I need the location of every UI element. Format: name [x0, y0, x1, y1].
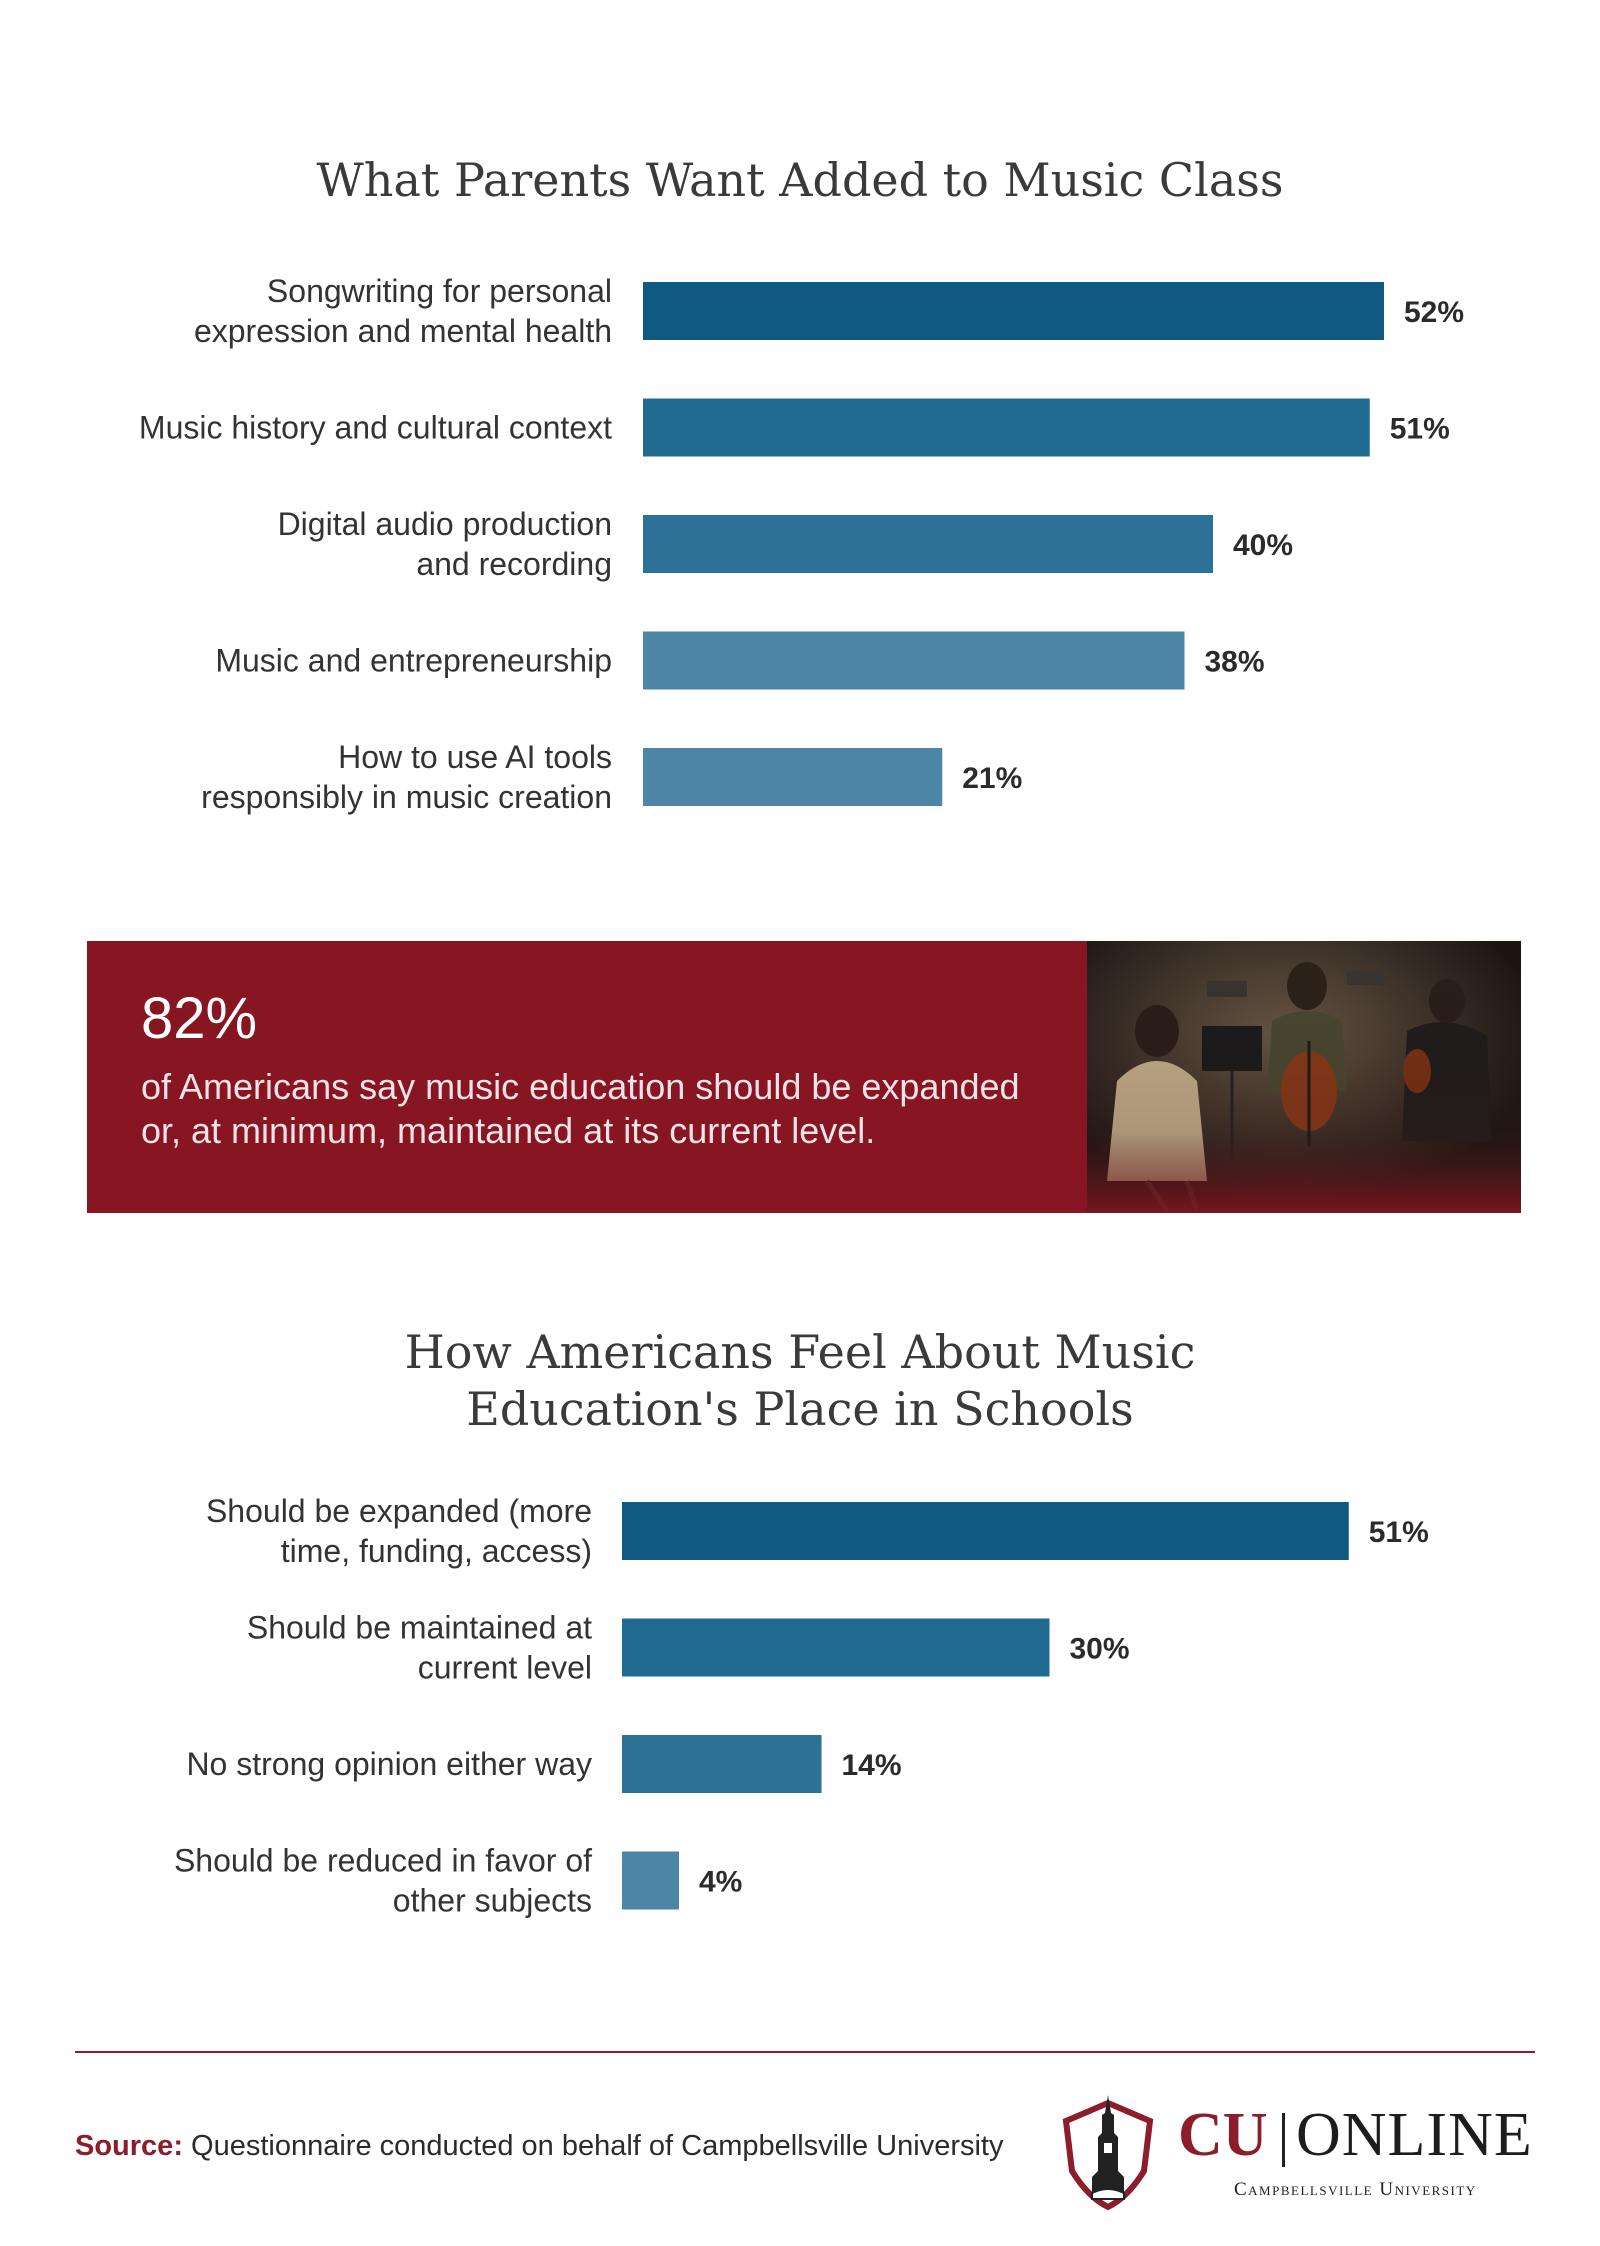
category-label-1-line-1: Songwriting for personal	[267, 273, 612, 309]
cu-online-logo: CU ONLINE Campbellsville University	[1058, 2093, 1538, 2213]
category-label-4-line-1: Music and entrepreneurship	[215, 643, 612, 679]
bar-3	[643, 515, 1213, 573]
musicians-photo	[1087, 941, 1521, 1213]
bar-4	[643, 632, 1185, 690]
chart-title-line-2: Education's Place in Schools	[0, 1381, 1600, 1438]
category-label-5-line-2: responsibly in music creation	[201, 779, 612, 815]
category-label-1-line-2: time, funding, access)	[281, 1533, 592, 1569]
value-label-2: 51%	[1390, 413, 1450, 446]
logo-divider	[1282, 2113, 1285, 2167]
source-note: Source: Questionnaire conducted on behal…	[75, 2130, 1003, 2163]
bar-1	[622, 1502, 1349, 1560]
value-label-4: 4%	[699, 1866, 742, 1899]
chart-title-line-1: How Americans Feel About Music	[0, 1324, 1600, 1381]
bar-4	[622, 1852, 679, 1910]
bar-chart-music-education: 51% Should be expanded (more time, funding…	[0, 1470, 1600, 1950]
value-label-5: 21%	[962, 762, 1022, 795]
category-label-3-line-1: Digital audio production	[278, 506, 612, 542]
bar-5	[643, 748, 942, 806]
value-label-2: 30%	[1070, 1633, 1130, 1666]
value-label-1: 51%	[1369, 1516, 1429, 1549]
category-label-2-line-1: Music history and cultural context	[139, 410, 612, 446]
category-label-4-line-2: other subjects	[393, 1883, 592, 1919]
tower-shield-icon	[1058, 2093, 1158, 2213]
category-label-2-line-1: Should be maintained at	[247, 1610, 592, 1646]
logo-subtitle: Campbellsville University	[1234, 2179, 1477, 2201]
category-label-4-line-1: Should be reduced in favor of	[174, 1843, 592, 1879]
category-label-3-line-1: No strong opinion either way	[186, 1746, 592, 1782]
logo-online: ONLINE	[1296, 2105, 1533, 2165]
footer-divider	[75, 2051, 1535, 2053]
stat-banner: 82% of Americans say music education sho…	[87, 941, 1521, 1213]
value-label-1: 52%	[1404, 296, 1464, 329]
logo-cu: CU	[1178, 2105, 1268, 2165]
source-text: Questionnaire conducted on behalf of Cam…	[183, 2130, 1004, 2162]
bar-chart-music-class: 52% Songwriting for personal expression an…	[0, 250, 1600, 840]
bar-2	[622, 1619, 1050, 1677]
value-label-3: 40%	[1233, 529, 1293, 562]
bar-2	[643, 399, 1370, 457]
bar-1	[643, 282, 1384, 340]
stat-text: of Americans say music education should …	[141, 1065, 1041, 1153]
category-label-3-line-2: and recording	[416, 546, 612, 582]
chart-title-music-education: How Americans Feel About Music Education…	[0, 1324, 1600, 1438]
category-label-1-line-2: expression and mental health	[194, 313, 612, 349]
category-label-2-line-2: current level	[418, 1650, 592, 1686]
stat-number: 82%	[141, 985, 257, 1052]
bar-3	[622, 1735, 822, 1793]
chart-title-music-class: What Parents Want Added to Music Class	[0, 152, 1600, 209]
value-label-3: 14%	[842, 1749, 902, 1782]
source-label: Source:	[75, 2130, 183, 2162]
category-label-1-line-1: Should be expanded (more	[206, 1493, 592, 1529]
category-label-5-line-1: How to use AI tools	[338, 739, 612, 775]
value-label-4: 38%	[1205, 646, 1265, 679]
